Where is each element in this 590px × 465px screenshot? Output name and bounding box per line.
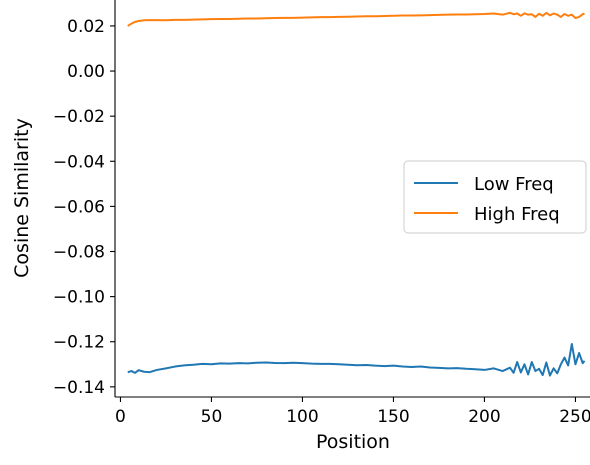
y-ticks: 0.02 0.00 −0.02 −0.04 −0.06 −0.08 −0.10 −0.12 −0… [53,17,115,398]
x-tick-label: 250 [559,407,590,427]
x-axis-label: Position [316,431,390,453]
y-tick-label: −0.06 [53,197,105,217]
legend-label-high-freq: High Freq [474,204,560,225]
x-ticks: 0 50 100 150 200 250 [115,397,590,427]
series-line-high-freq [127,11,585,27]
plot-series [127,11,586,377]
y-axis-label: Cosine Similarity [11,118,33,278]
x-tick-label: 100 [286,407,318,427]
series-line-low-freq [127,342,586,377]
x-tick-label: 200 [468,407,500,427]
axes [114,0,590,398]
legend-label-low-freq: Low Freq [474,174,554,195]
legend: Low Freq High Freq [403,160,587,234]
legend-frame [403,160,587,234]
y-tick-label: −0.14 [53,378,105,398]
y-tick-label: −0.04 [53,152,105,172]
y-tick-label: −0.08 [53,243,105,263]
y-tick-label: 0.00 [67,62,105,82]
x-tick-label: 50 [201,407,223,427]
y-tick-label: 0.02 [67,17,105,37]
y-tick-label: −0.10 [53,288,105,308]
x-tick-label: 150 [377,407,409,427]
y-tick-label: −0.02 [53,107,105,127]
y-tick-label: −0.12 [53,333,105,353]
x-tick-label: 0 [115,407,126,427]
